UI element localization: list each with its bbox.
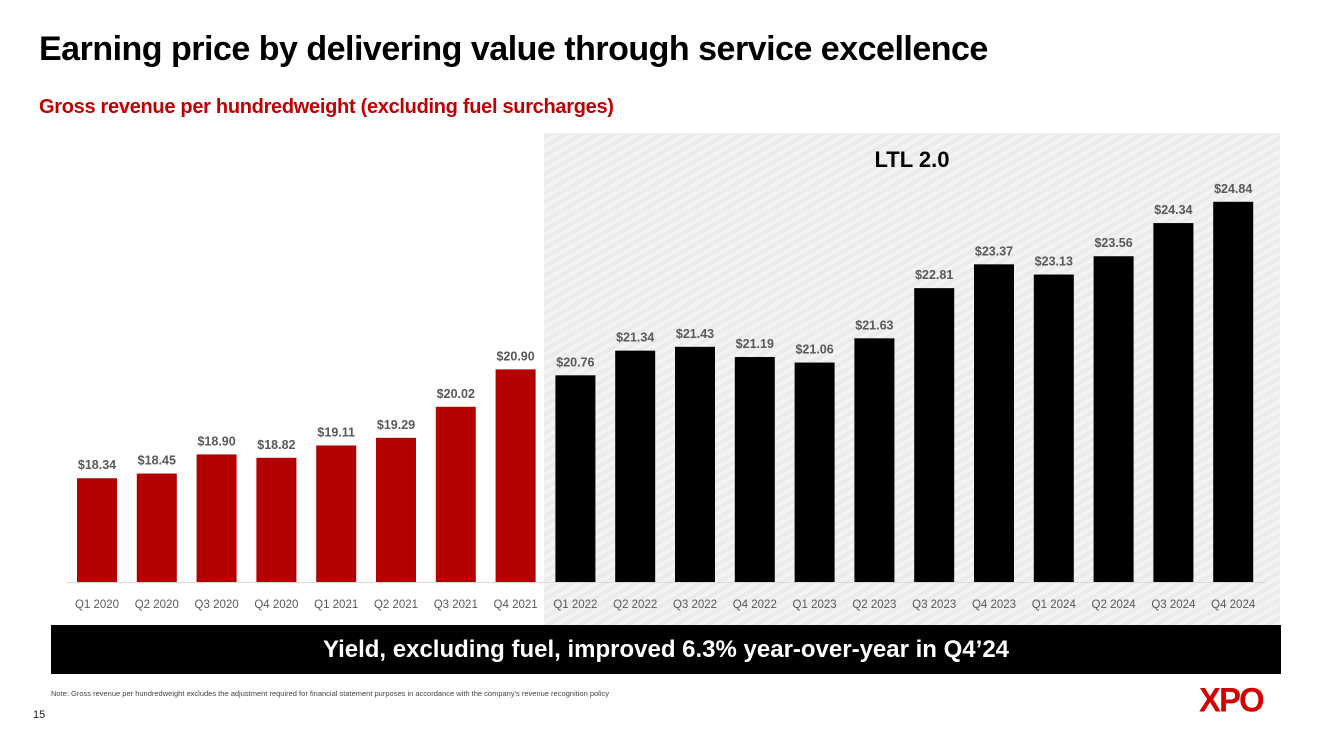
bar-q4-2022: [734, 357, 775, 582]
x-tick-label: Q2 2022: [613, 599, 657, 611]
bar-q4-2024: [1213, 201, 1254, 583]
bar-chart: $18.34 $18.45 $18.90 $18.82 $19.11 $19.29 $20.…: [67, 182, 1266, 611]
bar-q2-2023: [854, 338, 895, 582]
value-label: $19.29: [377, 418, 415, 432]
bar-q4-2023: [974, 264, 1014, 582]
x-tick-label: Q3 2020: [195, 599, 239, 611]
key-takeaway-banner: Yield, excluding fuel, improved 6.3% yea…: [51, 625, 1281, 674]
value-label: $23.56: [1094, 236, 1132, 250]
slide-title: Earning price by delivering value throug…: [39, 30, 988, 68]
x-tick-label: Q3 2023: [912, 599, 956, 611]
ltl-panel-label: LTL 2.0: [874, 147, 950, 172]
x-tick-label: Q4 2020: [254, 599, 298, 611]
footnote: Note: Gross revenue per hundredweight ex…: [51, 689, 609, 698]
xpo-logo: XPO: [1199, 680, 1265, 719]
value-label: $20.02: [437, 387, 475, 401]
x-tick-label: Q1 2021: [314, 599, 358, 611]
value-label: $23.13: [1035, 255, 1073, 269]
value-label: $21.43: [676, 327, 714, 341]
bar-q2-2020: [136, 473, 177, 582]
value-label: $18.90: [197, 434, 235, 448]
bar-q3-2022: [675, 346, 715, 582]
bar-q1-2024: [1033, 274, 1074, 582]
value-label: $21.06: [795, 343, 833, 357]
x-tick-label: Q1 2024: [1032, 599, 1077, 611]
x-tick-label: Q1 2020: [75, 599, 119, 611]
bar-q3-2020: [196, 454, 237, 582]
value-label: $18.82: [257, 438, 295, 452]
bar-q4-2020: [256, 457, 297, 582]
bar-q4-2021: [495, 369, 536, 582]
bar-q2-2021: [376, 437, 416, 582]
value-label: $23.37: [975, 244, 1013, 258]
x-tick-label: Q4 2024: [1211, 599, 1256, 611]
value-label: $21.19: [736, 337, 774, 351]
x-tick-label: Q3 2022: [673, 599, 717, 611]
x-tick-label: Q4 2022: [733, 599, 777, 611]
value-label: $22.81: [915, 268, 953, 282]
x-tick-label: Q2 2024: [1092, 599, 1137, 611]
bar-q3-2024: [1153, 223, 1194, 583]
chart-subtitle: Gross revenue per hundredweight (excludi…: [39, 96, 614, 118]
bar-q1-2022: [555, 375, 596, 582]
value-label: $24.84: [1214, 182, 1252, 196]
value-label: $18.34: [78, 458, 116, 472]
bar-q2-2022: [615, 350, 656, 582]
x-tick-label: Q1 2022: [553, 599, 597, 611]
page-number: 15: [33, 709, 46, 721]
banner-text: Yield, excluding fuel, improved 6.3% yea…: [322, 635, 1010, 663]
value-label: $21.34: [616, 331, 654, 345]
value-label: $24.34: [1154, 203, 1192, 217]
x-tick-label: Q3 2024: [1151, 599, 1196, 611]
bar-q1-2020: [77, 478, 117, 582]
x-tick-label: Q3 2021: [434, 599, 478, 611]
bar-q1-2023: [794, 362, 835, 582]
x-tick-label: Q2 2020: [135, 599, 179, 611]
bar-q3-2023: [914, 288, 955, 582]
value-label: $18.45: [138, 454, 176, 468]
bar-q3-2021: [435, 406, 476, 582]
value-label: $20.76: [556, 355, 594, 369]
bar-q1-2021: [316, 445, 357, 582]
value-label: $20.90: [496, 349, 534, 363]
x-tick-label: Q4 2023: [972, 599, 1016, 611]
value-label: $19.11: [317, 425, 355, 439]
value-label: $21.63: [855, 318, 893, 332]
x-tick-label: Q2 2023: [852, 599, 896, 611]
x-tick-label: Q1 2023: [793, 599, 837, 611]
bar-q2-2024: [1093, 256, 1134, 582]
x-tick-label: Q2 2021: [374, 599, 418, 611]
x-tick-label: Q4 2021: [494, 599, 538, 611]
